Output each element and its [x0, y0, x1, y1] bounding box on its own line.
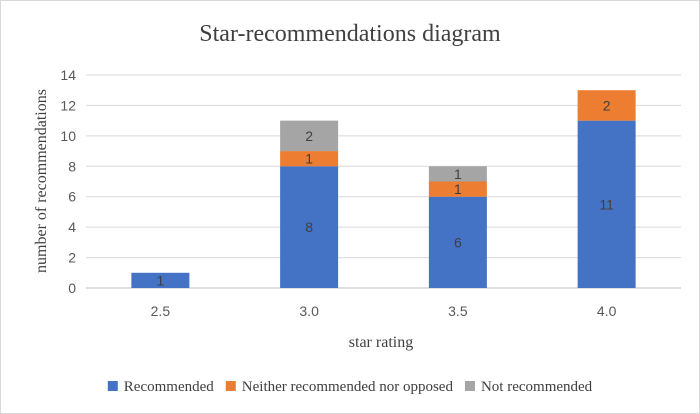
bar-segment [280, 120, 339, 152]
x-tick-label: 3.5 [448, 303, 468, 319]
legend-item: Recommended [107, 379, 214, 395]
data-label: 6 [454, 234, 462, 250]
data-label: 1 [156, 272, 164, 288]
bars [131, 90, 636, 289]
legend-swatch [464, 381, 475, 391]
x-tick-label: 4.0 [597, 303, 617, 319]
y-tick-label: 4 [68, 219, 76, 235]
bar-segment [577, 90, 636, 121]
data-label: 2 [603, 97, 611, 113]
data-label: 8 [305, 219, 313, 235]
x-tick-label: 2.5 [151, 303, 171, 319]
y-axis-title: number of recommendations [33, 89, 50, 273]
bar-segment [428, 166, 487, 182]
data-label: 1 [454, 166, 462, 182]
legend-item: Not recommended [464, 379, 593, 395]
gridlines [86, 74, 681, 289]
y-tick-label: 12 [60, 97, 76, 113]
legend-label: Neither recommended nor opposed [242, 379, 454, 395]
data-label: 2 [305, 128, 313, 144]
legend-swatch [225, 381, 236, 391]
bar-segment [280, 166, 339, 288]
data-label: 1 [454, 181, 462, 197]
bar-segment [428, 196, 487, 288]
data-label: 1 [305, 151, 313, 167]
legend-swatch [107, 381, 118, 391]
bar-segment [577, 120, 636, 289]
y-tick-label: 6 [68, 189, 76, 205]
bar-segment [131, 272, 190, 288]
bar-segment [428, 181, 487, 197]
legend-item: Neither recommended nor opposed [225, 379, 454, 395]
x-axis-title: star rating [349, 334, 413, 351]
chart-title: Star-recommendations diagram [199, 21, 501, 47]
data-label: 11 [599, 196, 614, 212]
y-tick-label: 8 [68, 158, 76, 174]
y-axis-ticks: 0 2 4 6 8 10 12 14 [60, 67, 76, 296]
legend-label: Recommended [124, 379, 214, 395]
x-axis-ticks: 2.5 3.0 3.5 4.0 [151, 303, 617, 319]
legend: Recommended Neither recommended nor oppos… [107, 379, 593, 395]
y-tick-label: 10 [60, 128, 76, 144]
x-tick-label: 3.0 [299, 303, 319, 319]
bar-segment [280, 151, 339, 167]
y-tick-label: 0 [68, 280, 76, 296]
y-tick-label: 2 [68, 250, 76, 266]
y-tick-label: 14 [60, 67, 76, 83]
legend-label: Not recommended [481, 379, 593, 395]
